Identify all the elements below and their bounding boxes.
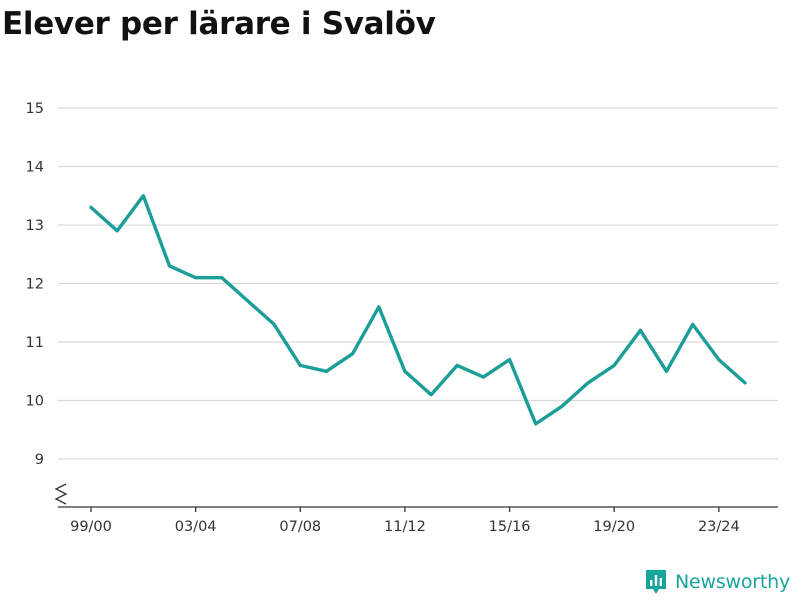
x-tick-label: 11/12 [384, 519, 426, 535]
newsworthy-logo-icon [646, 570, 666, 594]
x-tick-label: 07/08 [279, 519, 321, 535]
x-tick-label: 19/20 [593, 519, 635, 535]
x-tick-label: 15/16 [489, 519, 531, 535]
chart-title: Elever per lärare i Svalöv [2, 6, 436, 42]
gridlines [58, 107, 778, 460]
newsworthy-brand: Newsworthy [644, 568, 790, 596]
y-tick-label: 15 [26, 101, 44, 117]
brand-name: Newsworthy [675, 571, 791, 593]
y-tick-label: 11 [26, 335, 44, 351]
series-line [89, 194, 747, 426]
y-tick-label: 14 [26, 160, 44, 176]
x-tick-label: 23/24 [698, 519, 740, 535]
axis-break-icon [54, 483, 68, 505]
y-axis: 9 10 11 12 13 14 15 [26, 101, 68, 505]
y-tick-label: 9 [35, 452, 44, 468]
x-tick-label: 99/00 [70, 519, 112, 535]
x-axis: 99/00 03/04 07/08 11/12 15/16 19/20 23/24 [58, 506, 778, 535]
series-elever-per-larare [89, 194, 747, 426]
y-tick-label: 13 [26, 218, 44, 234]
y-tick-label: 10 [26, 394, 44, 410]
x-tick-label: 03/04 [175, 519, 217, 535]
y-tick-label: 12 [26, 277, 44, 293]
